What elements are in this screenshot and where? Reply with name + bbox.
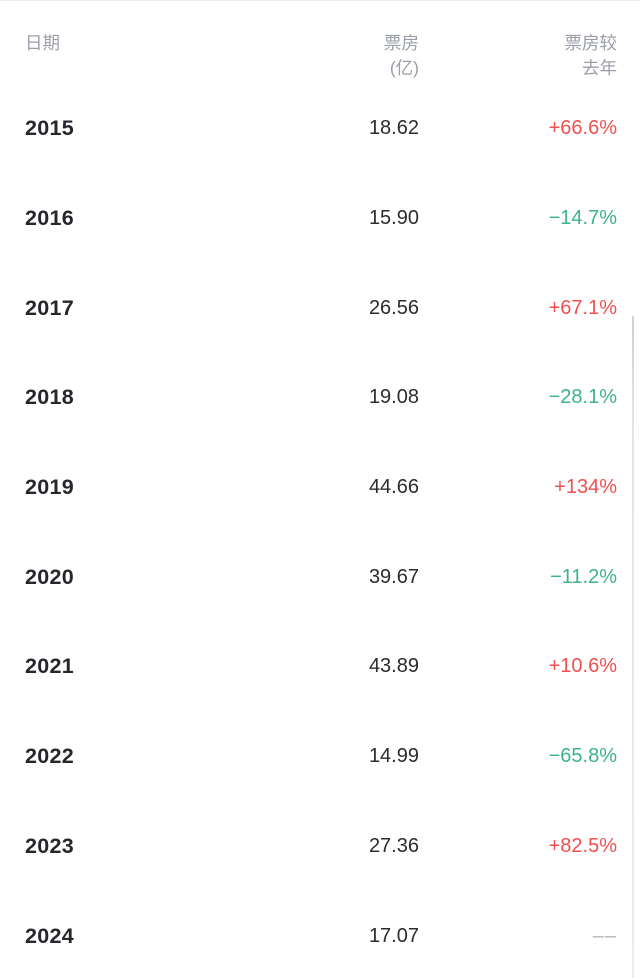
boxoffice-value: 14.99 xyxy=(368,745,419,768)
boxoffice-value: 18.62 xyxy=(368,117,419,140)
boxoffice-value: 19.08 xyxy=(368,386,419,409)
table-row[interactable]: 2016 15.90 −14.7% xyxy=(0,173,640,264)
year-label: 2023 xyxy=(25,833,75,858)
year-label: 2017 xyxy=(25,295,75,320)
table-row[interactable]: 2015 18.62 +66.6% xyxy=(0,84,640,174)
table-row[interactable]: 2021 43.89 +10.6% xyxy=(0,622,640,712)
column-header-boxoffice: 票房 (亿) xyxy=(384,33,419,78)
yoy-change-value: +134% xyxy=(554,476,617,499)
table-row[interactable]: 2019 44.66 +134% xyxy=(0,442,640,533)
yoy-change-value: −28.1% xyxy=(548,386,617,409)
table-row[interactable]: 2020 39.67 −11.2% xyxy=(0,532,640,623)
column-header-yoy: 票房较 去年 xyxy=(564,33,618,78)
boxoffice-value: 39.67 xyxy=(368,565,419,588)
boxoffice-value: 27.36 xyxy=(368,834,419,857)
yoy-change-value: −11.2% xyxy=(550,565,617,588)
year-label: 2022 xyxy=(25,744,75,769)
table-row[interactable]: 2023 27.36 +82.5% xyxy=(0,801,640,892)
year-label: 2021 xyxy=(25,654,75,679)
year-label: 2018 xyxy=(25,385,75,410)
year-label: 2015 xyxy=(25,116,75,141)
year-label: 2024 xyxy=(25,923,75,948)
table-row[interactable]: 2024 17.07 –– xyxy=(0,891,640,978)
yoy-change-value: +82.5% xyxy=(548,834,617,857)
boxoffice-value: 15.90 xyxy=(368,207,419,230)
boxoffice-value: 17.07 xyxy=(368,924,419,947)
yoy-change-value: –– xyxy=(592,924,617,947)
table-row[interactable]: 2022 14.99 −65.8% xyxy=(0,711,640,802)
yoy-change-value: +10.6% xyxy=(548,655,617,678)
column-header-date: 日期 xyxy=(25,33,60,53)
table-row[interactable]: 2018 19.08 −28.1% xyxy=(0,353,640,443)
boxoffice-value: 44.66 xyxy=(368,476,419,499)
yoy-change-value: −65.8% xyxy=(548,745,617,768)
boxoffice-value: 43.89 xyxy=(368,655,419,678)
year-label: 2019 xyxy=(25,475,75,500)
yoy-change-value: −14.7% xyxy=(548,207,617,230)
year-label: 2020 xyxy=(25,564,75,589)
table-header: 日期 票房 (亿) 票房较 去年 xyxy=(0,1,640,84)
yoy-change-value: +67.1% xyxy=(548,296,617,319)
table-row[interactable]: 2017 26.56 +67.1% xyxy=(0,263,640,354)
scrollbar-thumb[interactable] xyxy=(631,316,634,978)
table-body: 2015 18.62 +66.6% 2016 15.90 −14.7% 2017 26.56 +… xyxy=(0,84,640,978)
yoy-change-value: +66.6% xyxy=(548,117,617,140)
year-label: 2016 xyxy=(25,206,75,231)
boxoffice-value: 26.56 xyxy=(368,296,419,319)
